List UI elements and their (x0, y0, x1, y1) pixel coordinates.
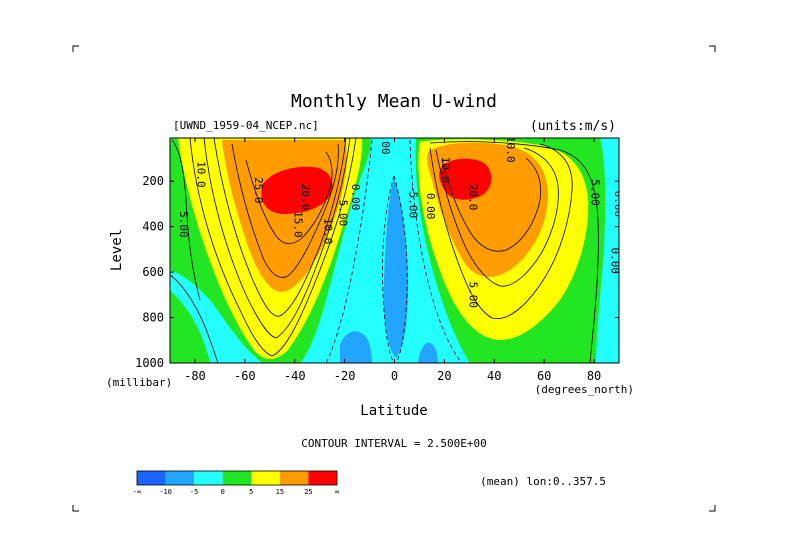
contour-label: 10.0 (322, 218, 335, 245)
colorbar-tick-label: 5 (249, 488, 253, 496)
x-axis-units: (degrees_north) (535, 383, 634, 396)
contour-label: 10.0 (504, 136, 517, 163)
x-tick-label: -60 (234, 369, 256, 383)
contour-label: 25.0 (252, 177, 265, 204)
colorbar-tick-label: -∞ (133, 488, 141, 496)
contour-label: 5.00 (589, 179, 602, 206)
contour-label: 15.0 (292, 211, 305, 238)
colorbar-swatch (165, 471, 195, 485)
contour-label: 0.00 (424, 193, 437, 220)
colorbar-tick-label: -5 (190, 488, 198, 496)
colorbar-swatch (251, 471, 280, 485)
x-tick-label: 40 (487, 369, 501, 383)
corner-marks (72, 45, 716, 512)
x-axis: -80 -60 -40 -20 0 20 40 60 80 (184, 138, 601, 383)
x-tick-label: 20 (437, 369, 451, 383)
contour-label: 5.00 (177, 211, 190, 238)
y-axis: 200 400 600 800 1000 (135, 174, 619, 370)
colorbar-frame (136, 470, 338, 486)
field-band-25 (261, 166, 333, 214)
contour-label: 20.0 (299, 184, 312, 211)
colorbar-tick-label: 25 (304, 488, 312, 496)
y-axis-label: Level (109, 229, 125, 271)
field-negative-band (383, 178, 408, 358)
x-axis-label: Latitude (360, 403, 427, 419)
colorbar-tick-label: 0 (221, 488, 225, 496)
contour-interval: CONTOUR INTERVAL = 2.500E+00 (301, 437, 486, 450)
x-tick-label: 60 (537, 369, 551, 383)
colorbar-swatch (222, 471, 252, 485)
contour-label: 10.0 (439, 157, 452, 184)
dataset-label: [UWND_1959-04_NCEP.nc] (173, 119, 319, 132)
contour-lines (170, 138, 599, 363)
field-band-25 (439, 158, 492, 200)
colorbar: -∞ -10 -5 0 5 15 25 ∞ (133, 470, 339, 496)
contour-label: 0.00 (612, 191, 625, 218)
chart-title: Monthly Mean U-wind (291, 91, 497, 112)
y-tick-label: 200 (142, 174, 164, 188)
contour-label: 0.00 (349, 184, 362, 211)
y-tick-label: 1000 (135, 356, 164, 370)
colorbar-tick-label: -10 (159, 488, 172, 496)
colorbar-swatch (194, 471, 223, 485)
contour-label: -5.00 (379, 121, 392, 154)
contour-label: 0.00 (609, 247, 622, 274)
x-tick-label: -20 (334, 369, 356, 383)
colorbar-tick-label: ∞ (335, 488, 339, 496)
y-tick-label: 600 (142, 265, 164, 279)
x-tick-label: 80 (587, 369, 601, 383)
colorbar-swatch (137, 471, 166, 485)
colorbar-swatch (308, 471, 337, 485)
field-band-0 (170, 290, 210, 363)
contour-label: 5.00 (337, 200, 350, 227)
units-label: (units:m/s) (530, 119, 616, 134)
colorbar-tick-label: 15 (276, 488, 284, 496)
contour-label: 20.0 (466, 184, 479, 211)
field-negative-band (418, 342, 438, 363)
mean-longitude-note: (mean) lon:0..357.5 (480, 475, 606, 488)
y-tick-label: 400 (142, 220, 164, 234)
x-tick-label: -80 (184, 369, 206, 383)
y-tick-label: 800 (142, 311, 164, 325)
contour-label: 10.0 (194, 161, 207, 188)
x-tick-label: 0 (391, 369, 398, 383)
colorbar-swatch (279, 471, 309, 485)
y-axis-units: (millibar) (106, 376, 172, 389)
contour-label: -5.00 (406, 185, 419, 218)
x-tick-label: -40 (284, 369, 306, 383)
field-negative-band (340, 331, 372, 363)
contour-label: 5.00 (466, 282, 479, 309)
